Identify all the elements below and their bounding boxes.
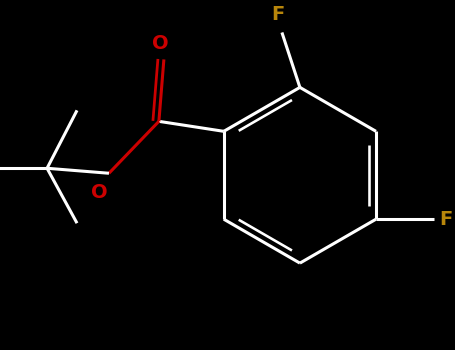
Text: O: O <box>91 183 107 202</box>
Text: F: F <box>439 210 452 229</box>
Text: O: O <box>152 34 168 53</box>
Text: F: F <box>271 6 284 25</box>
